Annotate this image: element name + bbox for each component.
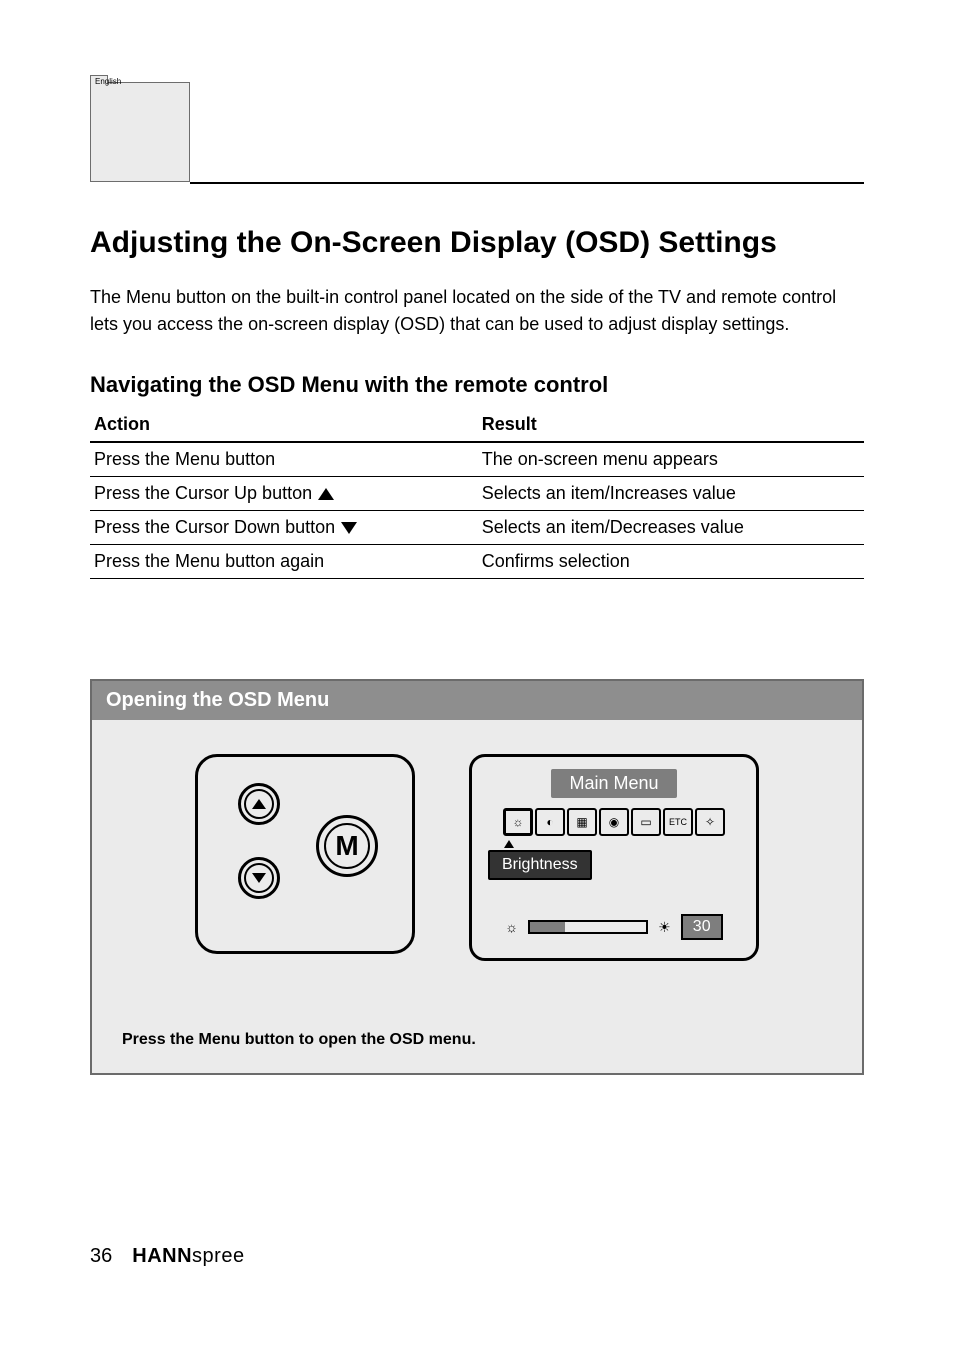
- brightness-slider[interactable]: [528, 920, 648, 934]
- osd-menu-diagram: Main Menu ☼ ◐ ▦ ◉ ▭ ETC ✧ Brightness ☼: [469, 754, 759, 961]
- cell-result: The on-screen menu appears: [478, 442, 864, 477]
- cell-action: Press the Cursor Down button: [90, 511, 478, 545]
- table-row: Press the Cursor Down button Selects an …: [90, 511, 864, 545]
- table-row: Press the Menu button The on-screen menu…: [90, 442, 864, 477]
- table-row: Press the Cursor Up button Selects an it…: [90, 477, 864, 511]
- language-tab: English: [90, 82, 190, 182]
- cell-action-text: Press the Cursor Down button: [94, 517, 335, 538]
- tab-label: English: [95, 77, 121, 86]
- table-header-result: Result: [478, 408, 864, 442]
- osd-brightness-icon[interactable]: ☼: [503, 808, 533, 836]
- osd-color-icon[interactable]: ▦: [567, 808, 597, 836]
- brightness-low-icon: ☼: [505, 919, 518, 935]
- section-heading-navigation: Navigating the OSD Menu with the remote …: [90, 372, 864, 398]
- brightness-slider-fill: [530, 922, 565, 932]
- cell-result: Selects an item/Increases value: [478, 477, 864, 511]
- navigation-table: Action Result Press the Menu button The …: [90, 408, 864, 579]
- brand-logo-rest: spree: [192, 1245, 245, 1267]
- cursor-down-button[interactable]: [238, 857, 280, 899]
- osd-screen-icon[interactable]: ▭: [631, 808, 661, 836]
- cursor-up-button[interactable]: [238, 783, 280, 825]
- brand-logo: HANNspree: [132, 1245, 244, 1268]
- menu-button[interactable]: M: [316, 815, 378, 877]
- brand-logo-bold: HANN: [132, 1245, 192, 1267]
- brightness-high-icon: ☀: [658, 919, 671, 936]
- cell-result: Selects an item/Decreases value: [478, 511, 864, 545]
- cell-result: Confirms selection: [478, 545, 864, 579]
- triangle-down-icon: [252, 873, 266, 883]
- osd-etc-icon[interactable]: ETC: [663, 808, 693, 836]
- osd-selected-label: Brightness: [488, 850, 592, 880]
- osd-icon-row: ☼ ◐ ▦ ◉ ▭ ETC ✧: [503, 808, 725, 836]
- cell-action: Press the Menu button again: [90, 545, 478, 579]
- page-title: Adjusting the On-Screen Display (OSD) Se…: [90, 226, 864, 260]
- remote-diagram: M: [195, 754, 415, 954]
- osd-audio-icon[interactable]: ◉: [599, 808, 629, 836]
- page-number: 36: [90, 1245, 112, 1268]
- cell-action-text: Press the Cursor Up button: [94, 483, 312, 504]
- chevron-up-icon: [318, 488, 334, 500]
- osd-menu-title: Main Menu: [551, 769, 676, 798]
- osd-selection-pointer-icon: [504, 840, 514, 848]
- osd-contrast-icon[interactable]: ◐: [535, 808, 565, 836]
- osd-slider-row: ☼ ☀ 30: [505, 914, 722, 940]
- table-row: Press the Menu button again Confirms sel…: [90, 545, 864, 579]
- menu-button-label: M: [335, 830, 358, 862]
- triangle-up-icon: [252, 799, 266, 809]
- intro-paragraph: The Menu button on the built-in control …: [90, 284, 864, 338]
- demo-panel: Opening the OSD Menu M Main Men: [90, 679, 864, 1075]
- demo-caption: Press the Menu button to open the OSD me…: [122, 1031, 832, 1049]
- demo-title: Opening the OSD Menu: [92, 681, 862, 720]
- cell-action: Press the Cursor Up button: [90, 477, 478, 511]
- brightness-value: 30: [681, 914, 723, 940]
- header-rule: [190, 182, 864, 184]
- chevron-down-icon: [341, 522, 357, 534]
- footer: 36 HANNspree: [90, 1245, 864, 1268]
- osd-reset-icon[interactable]: ✧: [695, 808, 725, 836]
- cell-action: Press the Menu button: [90, 442, 478, 477]
- table-header-action: Action: [90, 408, 478, 442]
